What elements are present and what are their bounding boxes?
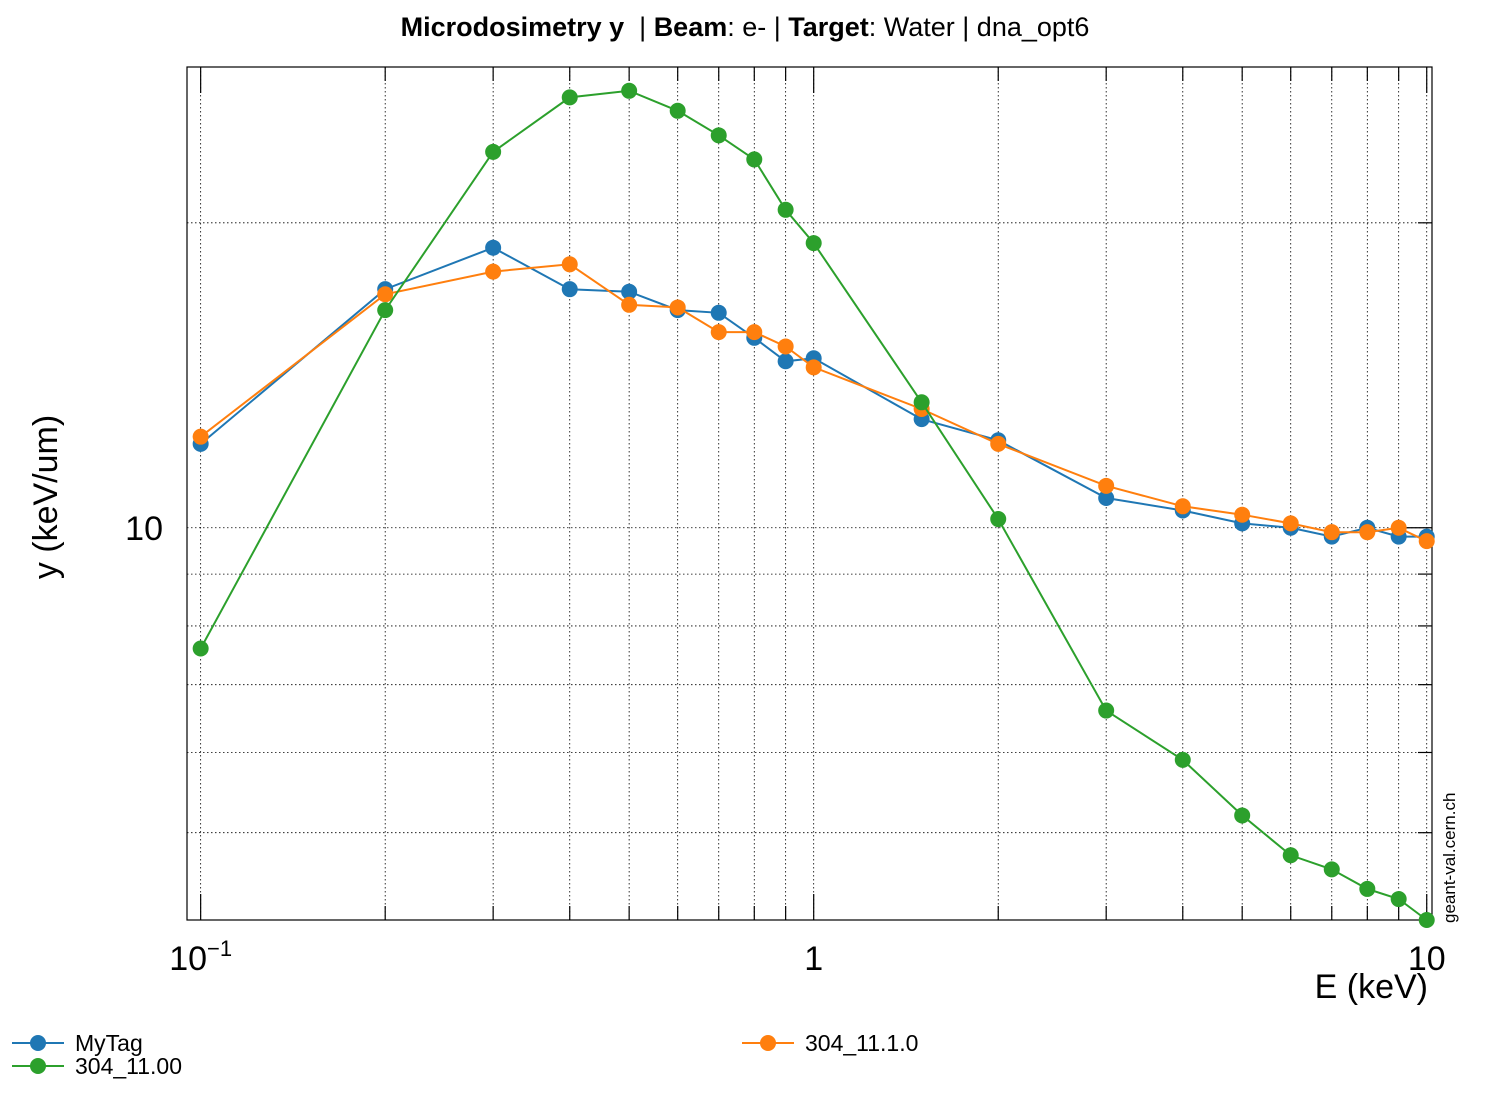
data-point [192,640,209,657]
data-point [669,102,686,119]
data-point [1098,702,1115,719]
legend-label: MyTag [75,1030,143,1056]
data-point [1323,524,1340,541]
data-point [746,324,763,341]
data-point [1098,477,1115,494]
data-point [805,235,822,252]
title-beam-label: Beam [654,12,728,42]
y-tick-label: 10 [125,510,163,548]
data-point [1390,519,1407,536]
title-prefix: Microdosimetry y [401,12,625,42]
legend-marker [30,1058,46,1074]
chart-title: Microdosimetry y | Beam: e- | Target: Wa… [401,12,1090,42]
data-point [1098,489,1115,506]
x-tick-label: 10−1 [169,936,232,978]
series-1 [192,256,1435,550]
data-point [1418,912,1435,928]
data-point [1323,861,1340,878]
data-point [621,283,638,300]
legend-entry: MyTag [12,1030,143,1056]
x-tick-label-exponent: −1 [207,936,232,961]
data-point [485,143,502,160]
watermark: geant-val.cern.ch [1440,793,1459,923]
legend-label: 304_11.1.0 [805,1030,918,1056]
legend-marker [30,1035,46,1051]
x-tick-label-base: 10 [1408,940,1446,978]
data-point [485,239,502,256]
title-separator: | [624,12,654,42]
data-point [192,428,209,445]
data-point [669,299,686,316]
axis-ticks [200,67,1432,920]
data-point [561,281,578,298]
legend-entry: 304_11.00 [12,1053,182,1079]
x-axis-title: E (keV) [1315,968,1428,1006]
data-point [621,296,638,313]
data-point [710,324,727,341]
data-point [990,435,1007,452]
title-target-value: : Water | dna_opt6 [869,12,1090,42]
data-point [1390,891,1407,908]
data-point [1234,807,1251,824]
data-point [1282,847,1299,864]
data-point [1359,880,1376,897]
data-point [913,394,930,411]
data-point [710,304,727,321]
plot-frame [186,66,1433,921]
data-point [746,151,763,168]
data-point [777,338,794,355]
data-point [710,127,727,144]
data-point [1282,515,1299,532]
title-target-label: Target [788,12,869,42]
data-point [777,353,794,370]
data-point [377,286,394,303]
data-point [1418,533,1435,550]
x-tick-label-base: 1 [804,940,823,978]
data-point [621,82,638,99]
legend-marker [760,1035,776,1051]
x-tick-label: 1 [804,940,823,978]
legend-entry: 304_11.1.0 [742,1030,918,1056]
data-point [990,511,1007,528]
data-point [485,263,502,280]
data-point [805,359,822,376]
data-point [1174,498,1191,515]
title-beam-value: : e- | [727,12,788,42]
legend-label: 304_11.00 [75,1053,182,1079]
data-point [377,302,394,319]
data-point [1234,506,1251,523]
x-tick-label-base: 10 [169,940,207,978]
data-point [561,256,578,273]
data-point [1174,751,1191,768]
data-point [1359,524,1376,541]
grid [187,67,1432,920]
data-point [561,89,578,106]
series [192,82,1435,928]
data-point [777,201,794,218]
y-axis-title: y (keV/um) [27,415,65,579]
series-2 [192,82,1435,928]
x-tick-label: 10 [1408,940,1446,978]
